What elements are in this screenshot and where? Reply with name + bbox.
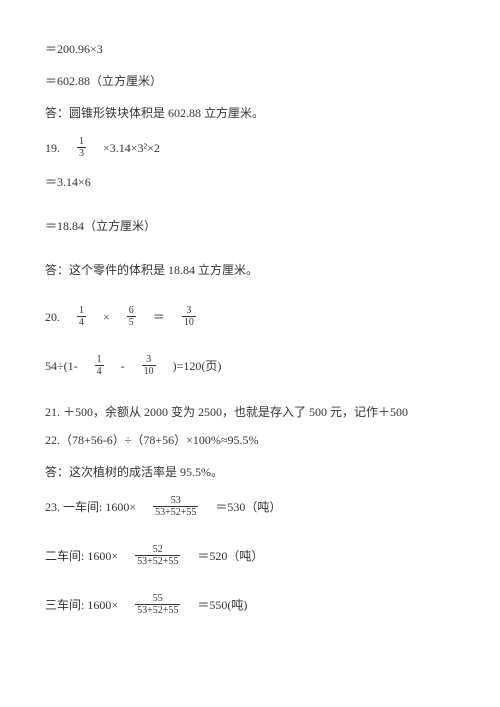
denominator: 10 bbox=[182, 317, 196, 328]
answer-line: 答：这个零件的体积是 18.84 立方厘米。 bbox=[45, 261, 455, 279]
step-line: ＝200.96×3 bbox=[45, 40, 455, 58]
answer-line: 答：这次植树的成活率是 95.5%。 bbox=[45, 463, 455, 481]
text: 三车间: 1600× bbox=[45, 596, 130, 614]
text: × bbox=[91, 308, 122, 326]
step-line: ＝18.84（立方厘米） bbox=[45, 217, 455, 235]
numerator: 53 bbox=[153, 495, 198, 507]
text: 19. bbox=[45, 139, 72, 157]
text: ＝ bbox=[141, 308, 177, 326]
denominator: 5 bbox=[127, 317, 136, 328]
fraction: 6 5 bbox=[127, 305, 136, 328]
numerator: 52 bbox=[135, 544, 180, 556]
text: 二车间: 1600× bbox=[45, 547, 130, 565]
text: ＝520（吨） bbox=[185, 547, 263, 565]
problem-23-line: 23. 一车间: 1600× 53 53+52+55 ＝530（吨） bbox=[45, 495, 455, 518]
numerator: 6 bbox=[127, 305, 136, 317]
text: 23. 一车间: 1600× bbox=[45, 498, 148, 516]
denominator: 4 bbox=[95, 366, 104, 377]
step-line: 三车间: 1600× 55 53+52+55 ＝550(吨) bbox=[45, 593, 455, 616]
fraction: 52 53+52+55 bbox=[135, 544, 180, 567]
numerator: 1 bbox=[77, 305, 86, 317]
numerator: 3 bbox=[142, 354, 156, 366]
denominator: 3 bbox=[77, 148, 86, 159]
fraction: 3 10 bbox=[142, 354, 156, 377]
denominator: 53+52+55 bbox=[135, 605, 180, 616]
problem-22-line: 22.（78+56-6）÷（78+56）×100%≈95.5% bbox=[45, 431, 455, 449]
text: ×3.14×3²×2 bbox=[91, 139, 160, 157]
denominator: 10 bbox=[142, 366, 156, 377]
text: ＝550(吨) bbox=[185, 596, 247, 614]
step-line: 54÷(1- 1 4 - 3 10 )=120(页) bbox=[45, 354, 455, 377]
text: )=120(页) bbox=[161, 357, 222, 375]
numerator: 55 bbox=[135, 593, 180, 605]
answer-line: 答：圆锥形铁块体积是 602.88 立方厘米。 bbox=[45, 104, 455, 122]
text: 54÷(1- bbox=[45, 357, 90, 375]
problem-21-line: 21. ＋500，余额从 2000 变为 2500，也就是存入了 500 元，记… bbox=[45, 403, 455, 421]
numerator: 1 bbox=[95, 354, 104, 366]
step-line: 二车间: 1600× 52 53+52+55 ＝520（吨） bbox=[45, 544, 455, 567]
text: ＝530（吨） bbox=[203, 498, 281, 516]
step-line: ＝602.88（立方厘米） bbox=[45, 72, 455, 90]
numerator: 1 bbox=[77, 136, 86, 148]
page: ＝200.96×3 ＝602.88（立方厘米） 答：圆锥形铁块体积是 602.8… bbox=[0, 0, 500, 660]
step-line: ＝3.14×6 bbox=[45, 173, 455, 191]
denominator: 53+52+55 bbox=[135, 556, 180, 567]
fraction: 1 3 bbox=[77, 136, 86, 159]
fraction: 55 53+52+55 bbox=[135, 593, 180, 616]
fraction: 1 4 bbox=[95, 354, 104, 377]
fraction: 1 4 bbox=[77, 305, 86, 328]
problem-19-line: 19. 1 3 ×3.14×3²×2 bbox=[45, 136, 455, 159]
text: 20. bbox=[45, 308, 72, 326]
numerator: 3 bbox=[182, 305, 196, 317]
fraction: 53 53+52+55 bbox=[153, 495, 198, 518]
text: - bbox=[109, 357, 137, 375]
denominator: 53+52+55 bbox=[153, 507, 198, 518]
fraction: 3 10 bbox=[182, 305, 196, 328]
denominator: 4 bbox=[77, 317, 86, 328]
problem-20-line: 20. 1 4 × 6 5 ＝ 3 10 bbox=[45, 305, 455, 328]
